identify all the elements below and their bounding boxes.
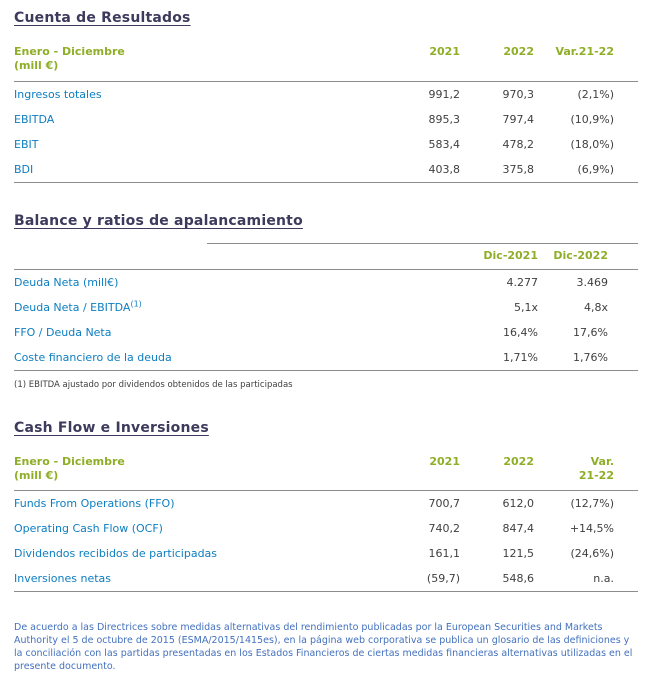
value-2021: 403,8 xyxy=(378,156,460,183)
cashflow-col-2022: 2022 xyxy=(460,449,534,492)
cashflow-table: Enero - Diciembre (mill €) 2021 2022 Var… xyxy=(14,449,638,593)
row-label: Ingresos totales xyxy=(14,87,102,101)
value-var: n.a. xyxy=(534,566,638,593)
income-period-header: Enero - Diciembre (mill €) xyxy=(14,40,378,82)
row-label: EBIT xyxy=(14,137,39,151)
table-row: BDI 403,8 375,8 (6,9%) xyxy=(14,156,638,183)
cashflow-col-var: Var. 21-22 xyxy=(534,449,638,492)
row-label: Dividendos recibidos de participadas xyxy=(14,547,218,561)
income-col-var: Var.21-22 xyxy=(534,40,638,82)
value-var: (18,0%) xyxy=(570,137,614,151)
value-var: (12,7%) xyxy=(570,497,614,511)
value-2022: 612,0 xyxy=(502,497,535,511)
table-row: Dividendos recibidos de participadas 161… xyxy=(14,541,638,566)
income-table-header: Enero - Diciembre (mill €) 2021 2022 Var… xyxy=(14,40,638,82)
balance-table-header: Dic-2021 Dic-2022 xyxy=(14,243,638,270)
table-row: Deuda Neta (mill€) 4.277 3.469 xyxy=(14,269,638,295)
table-row: Coste financiero de la deuda 1,71% 1,76% xyxy=(14,344,638,371)
value-2022: 847,4 xyxy=(502,522,535,536)
cashflow-table-header: Enero - Diciembre (mill €) 2021 2022 Var… xyxy=(14,449,638,492)
row-label: Coste financiero de la deuda xyxy=(14,344,438,371)
row-label: Funds From Operations (FFO) xyxy=(14,497,175,511)
value-var: (10,9%) xyxy=(570,112,614,126)
value-2021: 895,3 xyxy=(428,112,461,126)
period-label: Enero - Diciembre xyxy=(14,45,125,58)
section-income-statement: Cuenta de Resultados Enero - Diciembre (… xyxy=(14,10,638,183)
esma-disclaimer: De acuerdo a las Directrices sobre medid… xyxy=(14,622,633,672)
section-cashflow-investments: Cash Flow e Inversiones Enero - Diciembr… xyxy=(14,420,638,593)
value-var: +14,5% xyxy=(569,522,614,536)
income-col-2022: 2022 xyxy=(460,40,534,82)
value-var: (2,1%) xyxy=(577,87,614,101)
value-2022: 797,4 xyxy=(502,112,535,126)
income-col-2021: 2021 xyxy=(378,40,460,82)
value-var: (6,9%) xyxy=(534,156,638,183)
value-2021: 583,4 xyxy=(428,137,461,151)
cashflow-col-2021: 2021 xyxy=(378,449,460,492)
value-var: (24,6%) xyxy=(570,547,614,561)
table-row: Operating Cash Flow (OCF) 740,2 847,4 +1… xyxy=(14,516,638,541)
value-2022: 478,2 xyxy=(502,137,535,151)
table-row: EBIT 583,4 478,2 (18,0%) xyxy=(14,132,638,157)
value-dic2022: 4,8x xyxy=(583,300,608,314)
row-label: Inversiones netas xyxy=(14,566,378,593)
partial-rule xyxy=(207,242,638,244)
section-title-income: Cuenta de Resultados xyxy=(14,10,191,26)
value-2021: 991,2 xyxy=(428,87,461,101)
table-row: EBITDA 895,3 797,4 (10,9%) xyxy=(14,107,638,132)
row-label: Deuda Neta (mill€) xyxy=(14,275,119,289)
period-label: Enero - Diciembre xyxy=(14,454,125,468)
value-2021: 740,2 xyxy=(428,522,461,536)
row-label: Deuda Neta / EBITDA(1) xyxy=(14,298,142,314)
value-dic2022: 3.469 xyxy=(576,275,609,289)
value-dic2022: 17,6% xyxy=(573,325,608,339)
row-label: Operating Cash Flow (OCF) xyxy=(14,522,163,536)
value-2021: (59,7) xyxy=(378,566,460,593)
value-dic2022: 1,76% xyxy=(538,344,638,371)
value-dic2021: 5,1x xyxy=(513,300,538,314)
table-row: FFO / Deuda Neta 16,4% 17,6% xyxy=(14,320,638,345)
footnote: (1) EBITDA ajustado por dividendos obten… xyxy=(14,379,293,390)
row-label: FFO / Deuda Neta xyxy=(14,325,112,339)
balance-col-dic2022: Dic-2022 xyxy=(538,243,638,270)
value-dic2021: 1,71% xyxy=(438,344,538,371)
balance-table: Dic-2021 Dic-2022 Deuda Neta (mill€) 4.2… xyxy=(14,243,638,371)
table-row: Ingresos totales 991,2 970,3 (2,1%) xyxy=(14,81,638,107)
section-title-cashflow: Cash Flow e Inversiones xyxy=(14,419,209,436)
value-2022: 548,6 xyxy=(460,566,534,593)
footnote-ref: (1) xyxy=(130,298,142,308)
value-dic2021: 4.277 xyxy=(506,275,539,289)
row-label: EBITDA xyxy=(14,112,55,126)
row-label: BDI xyxy=(14,156,378,183)
table-row: Funds From Operations (FFO) 700,7 612,0 … xyxy=(14,491,638,517)
section-balance-ratios: Balance y ratios de apalancamiento Dic-2… xyxy=(14,213,638,390)
balance-header-spacer xyxy=(14,243,438,270)
value-dic2021: 16,4% xyxy=(503,325,538,339)
balance-col-dic2021: Dic-2021 xyxy=(438,243,538,270)
section-title-balance: Balance y ratios de apalancamiento xyxy=(14,212,303,229)
value-2021: 161,1 xyxy=(428,547,461,561)
value-2022: 375,8 xyxy=(460,156,534,183)
value-2022: 121,5 xyxy=(502,547,535,561)
cashflow-period-header: Enero - Diciembre (mill €) xyxy=(14,449,378,492)
unit-label: (mill €) xyxy=(14,468,59,482)
table-row: Inversiones netas (59,7) 548,6 n.a. xyxy=(14,566,638,593)
value-2021: 700,7 xyxy=(428,497,461,511)
value-2022: 970,3 xyxy=(502,87,535,101)
table-row: Deuda Neta / EBITDA(1) 5,1x 4,8x xyxy=(14,295,638,320)
income-table: Enero - Diciembre (mill €) 2021 2022 Var… xyxy=(14,40,638,183)
unit-label: (mill €) xyxy=(14,59,59,73)
